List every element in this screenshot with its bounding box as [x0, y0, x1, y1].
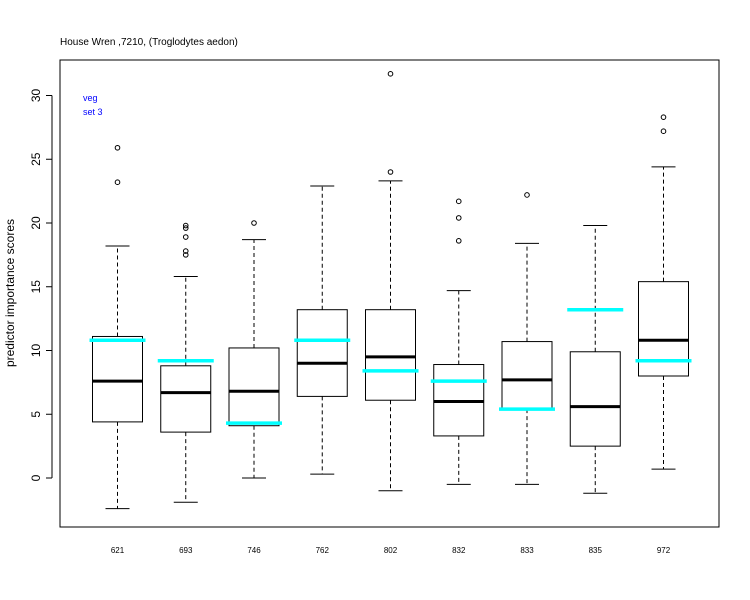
box-group-746 [226, 220, 282, 479]
box-group-762 [294, 185, 351, 475]
box-iqr [501, 341, 553, 410]
outlier-point [114, 144, 121, 151]
x-axis: 621 693 746 762 802 832 833 835 972 [111, 546, 671, 555]
y-tick-label: 0 [29, 474, 43, 481]
box-group-693 [157, 222, 214, 503]
box-group-972 [635, 114, 692, 470]
y-tick-label: 25 [29, 152, 43, 166]
outlier-point [524, 192, 530, 198]
box-iqr [92, 335, 143, 423]
x-tick-label: 832 [452, 546, 466, 555]
box-iqr [296, 309, 348, 397]
annotation-veg: veg [83, 93, 98, 103]
x-tick-label: 972 [657, 546, 671, 555]
y-tick-label: 30 [29, 89, 43, 103]
box-group-835 [567, 225, 624, 494]
outlier-point [251, 220, 257, 226]
outlier-point [455, 238, 462, 244]
outlier-point [182, 222, 189, 229]
outlier-point [182, 248, 189, 254]
x-tick-label: 693 [179, 546, 193, 555]
x-tick-label: 746 [247, 546, 261, 555]
box-group-802 [362, 71, 419, 492]
y-tick-label: 10 [29, 344, 43, 358]
y-axis-label: predictor importance scores [3, 219, 17, 367]
x-tick-label: 621 [111, 546, 125, 555]
outlier-point [114, 179, 121, 185]
box-iqr [160, 365, 212, 433]
plot-frame [59, 59, 720, 528]
x-tick-label: 835 [589, 546, 603, 555]
box-series [89, 71, 692, 510]
box-iqr [569, 351, 621, 447]
outlier-point [182, 252, 189, 258]
x-tick-label: 802 [384, 546, 398, 555]
box-group-621 [89, 144, 146, 510]
y-axis: 0 5 10 15 20 25 30 [29, 89, 53, 481]
outlier-point [455, 215, 462, 221]
box-group-833 [499, 192, 555, 485]
outlier-point [182, 234, 189, 240]
outlier-point [182, 225, 189, 231]
y-tick-label: 15 [29, 280, 43, 294]
annotation-set: set 3 [83, 107, 103, 117]
box-iqr [638, 281, 689, 377]
box-iqr [365, 309, 416, 401]
y-tick-label: 5 [29, 411, 43, 418]
box-group-832 [430, 198, 487, 485]
y-tick-label: 20 [29, 216, 43, 230]
x-tick-label: 762 [316, 546, 330, 555]
outlier-point [387, 169, 394, 175]
chart-title: House Wren ,7210, (Troglodytes aedon) [60, 37, 238, 48]
outlier-point [387, 71, 394, 77]
outlier-point [660, 128, 667, 134]
outlier-point [455, 198, 462, 205]
outlier-point [660, 114, 667, 120]
legend-annotation: veg set 3 [83, 93, 103, 117]
x-tick-label: 833 [520, 546, 534, 555]
box-iqr [228, 347, 280, 427]
